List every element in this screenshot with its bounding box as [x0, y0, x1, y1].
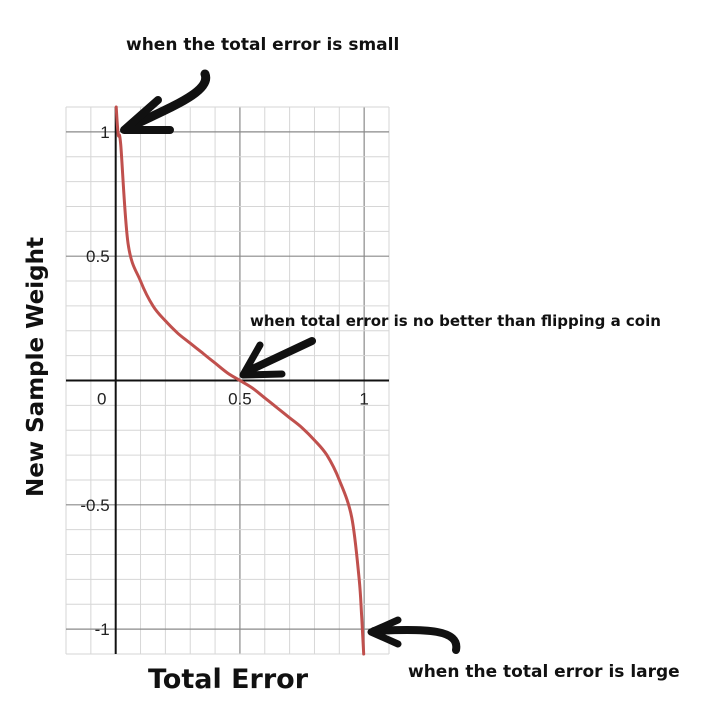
axes	[66, 107, 389, 654]
arrow-large-error-head	[367, 616, 402, 648]
tick-labels: 0 0.5 1 1 0.5 -0.5 -1	[80, 123, 368, 639]
y-axis-label: New Sample Weight	[23, 237, 49, 497]
arrow-small-error-head	[120, 96, 174, 134]
x-tick-label: 0	[97, 390, 106, 409]
x-axis-label: Total Error	[147, 664, 309, 695]
series-line	[114, 105, 366, 656]
y-tick-label: 1	[100, 123, 109, 142]
y-tick-label: 0.5	[86, 247, 110, 266]
x-tick-label: 0.5	[228, 390, 252, 409]
arrow-coin-head	[239, 341, 286, 379]
x-tick-label: 1	[359, 390, 368, 409]
annotation-arrows	[120, 69, 461, 654]
annotation-large-error: when the total error is large	[408, 662, 680, 682]
arrow-small-error	[123, 69, 211, 133]
arrow-large-error	[370, 625, 461, 654]
y-tick-label: -1	[95, 620, 110, 639]
arrow-coin	[242, 337, 316, 376]
annotation-coin-flip: when total error is no better than flipp…	[250, 312, 661, 330]
annotation-small-error: when the total error is small	[126, 35, 400, 55]
y-tick-label: -0.5	[80, 496, 109, 515]
